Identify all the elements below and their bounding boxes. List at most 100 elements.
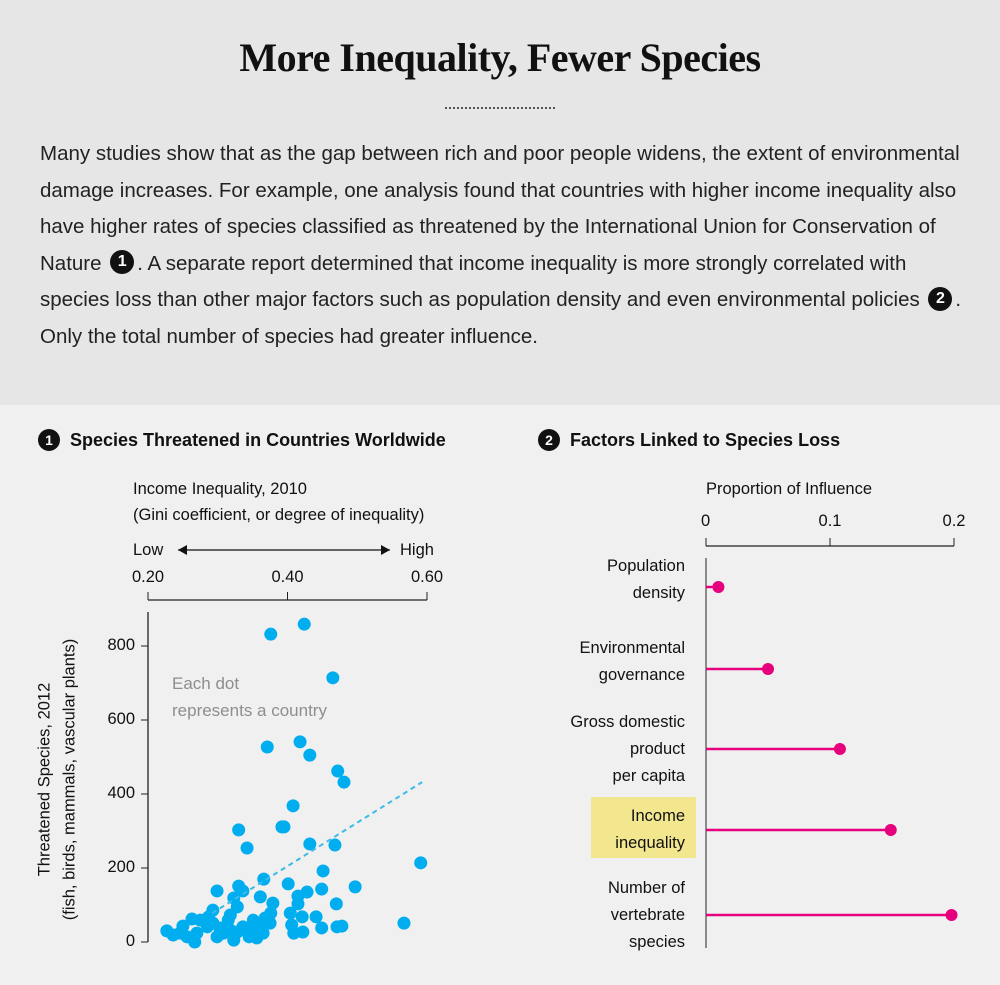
data-point [266,896,280,910]
factor-label-line: per capita [612,766,685,785]
data-point [303,748,317,762]
data-point [206,916,220,930]
data-point [193,913,207,927]
lollipop-dot [712,581,725,593]
data-point [256,926,270,940]
factor-label-line: Income [630,807,685,825]
factor-label: Gross domestic product per capita [570,709,685,790]
annotation-line-2: represents a country [172,701,327,720]
factor-label-line: governance [598,666,685,684]
factor-label: Environmental governance [580,635,685,689]
data-point [264,627,278,641]
lollipop-dot [945,909,958,921]
chart1-xlabel-sub: (Gini coefficient, or degree of inequali… [133,506,425,524]
factor-label-line: Population [607,557,685,575]
factor-label-line: Gross domestic [570,712,685,731]
intro-paragraph: Many studies show that as the gap betwee… [40,136,970,355]
data-point [223,908,237,922]
lollipop-dot [833,743,846,755]
data-point [291,897,305,911]
lollipop-dot [884,824,897,836]
factor-label: Number of vertebrate species [608,875,685,956]
chart2-number-badge: 2 [538,429,560,452]
chart1-title: Species Threatened in Countries Worldwid… [70,430,446,450]
data-point [286,799,300,813]
lollipop-dot [762,663,774,675]
data-point [329,897,343,911]
data-point [297,617,311,631]
chart2-heading: 2 Factors Linked to Species Loss [538,429,841,452]
data-point [277,820,291,834]
highlight-box [591,797,696,858]
data-point [296,925,310,939]
intro-text-1: Many studies show that as the gap betwee… [40,142,960,275]
chart1-heading: 1 Species Threatened in Countries Worldwi… [38,429,446,452]
divider [445,107,555,109]
chart2-xlabel: Proportion of Influence [706,480,873,498]
chart2-x-tick-label: 0.2 [942,512,966,530]
data-point [315,882,329,896]
ref-badge-2: 2 [928,286,953,311]
data-point [230,925,244,939]
chart2-title: Factors Linked to Species Loss [570,430,841,450]
factor-label-line: inequality [615,834,685,852]
data-point [348,880,362,894]
chart1-y-tick-label: 600 [107,710,135,728]
data-point [173,926,187,940]
data-point [326,671,340,685]
chart1-y-tick-label: 0 [125,932,135,950]
data-point [295,910,309,924]
chart1-high-label: High [400,541,434,559]
data-point [232,823,246,837]
factor-label-line: Number of [607,878,685,897]
data-point [281,877,295,891]
data-point [190,926,204,940]
chart1-annotation: Each dot represents a country [172,670,327,724]
chart1-y-tick-label: 800 [107,636,135,654]
factor-label-line: vertebrate [610,905,685,924]
data-point [337,775,351,789]
data-point [240,841,254,855]
data-point [303,837,317,851]
annotation-line-1: Each dot [172,674,240,693]
chart1-number-badge: 1 [38,429,60,452]
arrow-right-icon [381,545,390,555]
chart1-y-tick-label: 400 [107,784,135,802]
data-point [283,906,297,920]
ref-badge-1: 1 [110,250,135,275]
chart1-x-tick-label: 0.40 [271,568,304,586]
chart1-x-tick-label: 0.60 [410,568,444,586]
data-point [210,884,224,898]
data-point [328,838,342,852]
factor-label-line: density [632,584,685,602]
data-point [293,735,307,749]
data-point [253,890,267,904]
page-title: More Inequality, Fewer Species [239,35,761,80]
data-point [236,884,250,898]
data-point [316,864,330,878]
data-point [315,921,329,935]
arrow-left-icon [178,545,187,555]
chart1-xlabel: Income Inequality, 2010 [133,480,307,498]
chart1-low-label: Low [133,541,164,559]
data-point [216,926,230,940]
factor-label-line: species [629,932,685,951]
data-point [414,856,428,870]
data-point [309,910,323,924]
factor-label: Income inequality [615,803,685,857]
chart2-x-tick-label: 0.1 [818,512,842,530]
chart1-y-tick-label: 200 [107,858,135,876]
chart1-x-tick-label: 0.20 [131,568,165,586]
data-point [335,919,349,933]
factor-label-line: product [629,739,685,758]
factor-label-line: Environmental [579,639,685,657]
factor-label: Population density [607,553,685,607]
data-point [260,740,274,754]
data-point [397,916,411,930]
intro-text-3: . Only the total number of species had g… [40,288,962,348]
header-panel [0,0,1000,405]
intro-text-2: . A separate report determined that inco… [40,251,920,312]
chart2-x-tick-label: 0 [701,512,711,530]
data-point [263,916,277,930]
